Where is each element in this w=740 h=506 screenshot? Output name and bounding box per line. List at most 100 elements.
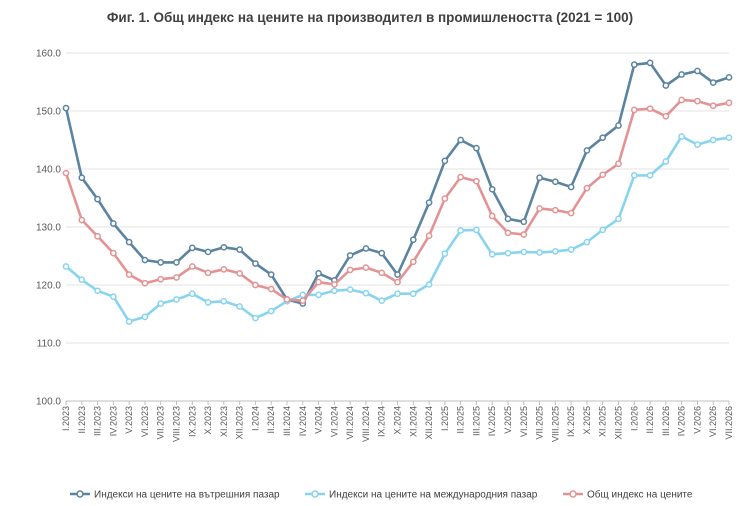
- chart-title: Фиг. 1. Общ индекс на цените на производ…: [107, 10, 633, 25]
- data-point: [630, 106, 638, 114]
- data-point: [583, 238, 591, 246]
- data-point: [473, 226, 480, 234]
- legend-label: Индекси на цените на вътрешния пазар: [94, 490, 280, 501]
- data-point: [346, 252, 354, 259]
- y-tick-label: 140.0: [36, 165, 61, 176]
- data-point: [94, 232, 101, 240]
- data-point: [662, 82, 670, 89]
- x-tick-label: IX.2025: [566, 406, 576, 437]
- x-tick-label: III.2026: [661, 406, 671, 436]
- data-point: [552, 248, 559, 255]
- data-point: [394, 278, 401, 286]
- data-point: [615, 160, 622, 168]
- data-point: [78, 276, 86, 284]
- data-point: [267, 285, 275, 293]
- series-group: [62, 59, 733, 325]
- data-point: [694, 141, 701, 148]
- data-point: [267, 307, 275, 315]
- x-tick-label: XI.2024: [408, 406, 418, 437]
- data-point: [62, 169, 70, 177]
- data-point: [204, 299, 212, 306]
- y-tick-label: 100.0: [36, 397, 61, 408]
- legend-swatch-marker: [76, 490, 84, 498]
- data-point: [536, 249, 543, 256]
- data-point: [188, 263, 196, 270]
- x-tick-label: VI.2024: [329, 406, 339, 437]
- x-tick-label: VII.2026: [724, 406, 734, 440]
- data-point: [709, 136, 717, 144]
- data-point: [473, 144, 480, 152]
- data-point: [599, 134, 607, 142]
- data-point: [346, 286, 354, 293]
- data-point: [488, 185, 496, 193]
- data-point: [62, 104, 70, 112]
- data-point: [678, 133, 685, 140]
- data-point: [331, 287, 338, 295]
- data-point: [362, 289, 370, 297]
- x-tick-label: IV.2023: [108, 406, 118, 436]
- data-point: [425, 232, 433, 240]
- data-point: [662, 112, 670, 120]
- data-point: [378, 297, 386, 305]
- data-point: [252, 260, 259, 267]
- data-point: [220, 243, 228, 251]
- x-tick-label: V.2024: [314, 406, 324, 434]
- grid-lines: [66, 52, 729, 344]
- data-point: [173, 259, 180, 266]
- legend-item: Общ индекс на цените: [563, 489, 693, 501]
- data-point: [283, 296, 291, 303]
- data-point: [473, 177, 480, 185]
- series-2: [62, 133, 733, 325]
- y-tick-label: 110.0: [37, 339, 62, 350]
- data-point: [173, 274, 180, 281]
- data-point: [646, 105, 654, 113]
- data-point: [157, 300, 165, 307]
- x-tick-label: XII.2023: [235, 406, 245, 440]
- data-point: [678, 71, 685, 78]
- data-point: [204, 248, 212, 256]
- x-tick-label: I.2024: [250, 406, 260, 431]
- legend-label: Индекси на цените на международния пазар: [329, 490, 538, 501]
- data-point: [78, 174, 86, 182]
- data-point: [536, 174, 543, 182]
- data-point: [157, 275, 165, 283]
- data-point: [409, 258, 417, 266]
- data-point: [567, 209, 575, 217]
- data-point: [441, 157, 449, 165]
- data-point: [520, 231, 528, 238]
- x-tick-label: X.2025: [582, 406, 592, 435]
- data-point: [536, 205, 543, 212]
- x-tick-label: VII.2024: [345, 406, 355, 440]
- x-tick-label: IV.2026: [677, 406, 687, 436]
- data-point: [315, 278, 322, 286]
- data-point: [457, 227, 464, 234]
- data-point: [725, 74, 733, 81]
- x-tick-label: IX.2024: [377, 406, 387, 437]
- x-tick-label: VII.2025: [535, 406, 545, 440]
- data-point: [125, 271, 133, 278]
- data-point: [141, 279, 149, 287]
- data-point: [504, 215, 512, 223]
- data-point: [678, 96, 685, 104]
- x-tick-label: XI.2023: [219, 406, 229, 437]
- x-tick-label: VIII.2023: [172, 406, 182, 442]
- data-point: [599, 171, 607, 179]
- legend-item: Индекси на цените на международния пазар: [305, 490, 538, 501]
- data-point: [646, 172, 654, 179]
- x-tick-label: II.2025: [456, 406, 466, 434]
- data-point: [173, 296, 180, 303]
- x-tick-label: IV.2025: [487, 406, 497, 436]
- data-point: [583, 184, 591, 192]
- x-tick-label: II.2026: [645, 406, 655, 434]
- x-tick-label: VIII.2025: [550, 406, 560, 442]
- data-point: [630, 172, 638, 179]
- y-tick-label: 130.0: [36, 223, 61, 234]
- data-point: [252, 281, 259, 289]
- x-tick-label: VI.2025: [519, 406, 529, 437]
- x-tick-label: V.2023: [124, 406, 134, 434]
- x-tick-label: XI.2025: [598, 406, 608, 437]
- x-tick-label: VIII.2024: [361, 406, 371, 442]
- data-point: [694, 97, 701, 105]
- data-point: [110, 249, 117, 257]
- data-point: [552, 178, 559, 186]
